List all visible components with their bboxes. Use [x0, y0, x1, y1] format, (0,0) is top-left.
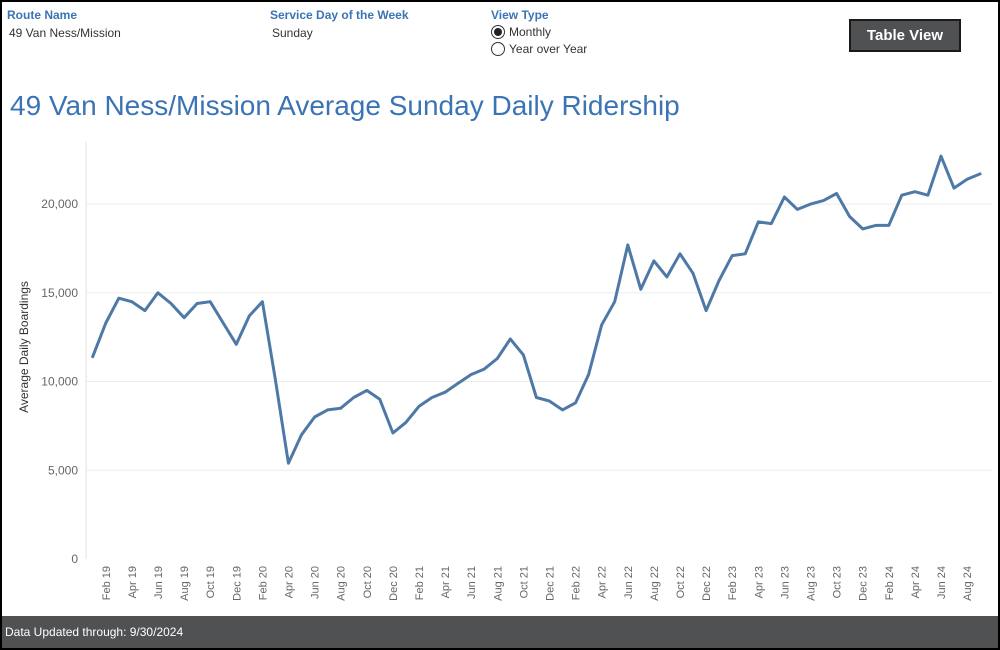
x-tick-label: Aug 20: [336, 566, 348, 601]
x-tick-label: Feb 20: [257, 566, 269, 600]
gridlines: [85, 142, 992, 559]
x-tick-label: Oct 23: [832, 566, 844, 598]
x-tick-label: Apr 21: [440, 566, 452, 598]
route-filter-value[interactable]: 49 Van Ness/Mission: [9, 26, 121, 40]
x-tick-label: Oct 22: [675, 566, 687, 598]
route-filter-title: Route Name: [7, 8, 78, 22]
x-tick-label: Aug 19: [179, 566, 191, 601]
x-tick-label: Oct 20: [362, 566, 374, 598]
x-tick-label: Dec 23: [858, 566, 870, 601]
view-type-option-label: Year over Year: [509, 41, 588, 56]
x-tick-label: Jun 21: [466, 566, 478, 599]
y-tick-label: 10,000: [41, 375, 78, 389]
data-updated-footer: Data Updated through: 9/30/2024: [2, 616, 998, 648]
x-tick-label: Aug 24: [962, 566, 974, 601]
x-tick-label: Feb 21: [414, 566, 426, 600]
view-type-filter-title: View Type: [491, 8, 549, 22]
y-tick-label: 5,000: [48, 463, 78, 477]
x-tick-label: Feb 19: [101, 566, 113, 600]
x-tick-label: Aug 23: [806, 566, 818, 601]
x-tick-label: Jun 24: [936, 566, 948, 599]
service-day-filter[interactable]: Service Day of the Week Sunday: [270, 8, 409, 40]
x-tick-label: Apr 22: [597, 566, 609, 598]
x-tick-label: Apr 23: [753, 566, 765, 598]
view-type-option-label: Monthly: [509, 24, 552, 39]
service-day-filter-title: Service Day of the Week: [270, 8, 409, 22]
x-tick-label: Dec 22: [701, 566, 713, 601]
x-tick-label: Apr 24: [910, 566, 922, 598]
x-tick-label: Dec 20: [388, 566, 400, 601]
x-tick-label: Apr 19: [127, 566, 139, 598]
x-tick-label: Jun 23: [779, 566, 791, 599]
x-tick-label: Feb 24: [884, 566, 896, 600]
x-tick-label: Apr 20: [283, 566, 295, 598]
x-tick-label: Feb 23: [727, 566, 739, 600]
y-tick-label: 0: [71, 552, 78, 566]
series-line: [91, 154, 982, 465]
x-tick-label: Aug 21: [492, 566, 504, 601]
view-type-option-monthly[interactable]: Monthly: [491, 23, 587, 40]
service-day-filter-value[interactable]: Sunday: [272, 26, 313, 40]
route-filter[interactable]: Route Name 49 Van Ness/Mission: [7, 8, 121, 40]
x-tick-label: Dec 19: [231, 566, 243, 601]
radio-unselected-icon[interactable]: [491, 41, 505, 56]
x-tick-label: Feb 22: [571, 566, 583, 600]
radio-selected-icon[interactable]: [491, 24, 505, 39]
y-axis-label: Average Daily Boardings: [17, 281, 31, 413]
x-tick-label: Jun 20: [310, 566, 322, 599]
x-tick-label: Jun 22: [623, 566, 635, 599]
x-tick-label: Dec 21: [545, 566, 557, 601]
x-tick-label: Aug 22: [649, 566, 661, 601]
chart-title: 49 Van Ness/Mission Average Sunday Daily…: [10, 90, 680, 121]
y-axis-ticks: 0 5,000 10,000 15,000 20,000: [41, 197, 78, 566]
y-tick-label: 20,000: [41, 197, 78, 211]
x-tick-label: Oct 21: [518, 566, 530, 598]
ridership-line-chart: 0 5,000 10,000 15,000 20,000 Feb 19 Apr 19 Jun…: [17, 142, 992, 601]
y-tick-label: 15,000: [41, 286, 78, 300]
x-tick-label: Jun 19: [153, 566, 165, 599]
x-tick-label: Oct 19: [205, 566, 217, 598]
view-type-option-year-over-year[interactable]: Year over Year: [491, 40, 587, 57]
x-axis-ticks: Feb 19 Apr 19 Jun 19 Aug 19 Oct 19 Dec 19 Feb …: [101, 566, 974, 601]
view-type-filter: View Type Monthly Year over Year: [491, 8, 587, 57]
table-view-button[interactable]: Table View: [849, 19, 961, 52]
